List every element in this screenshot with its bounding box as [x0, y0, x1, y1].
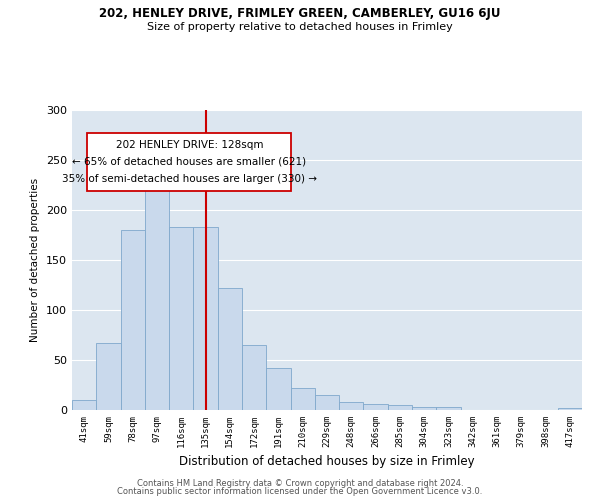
- Text: 202, HENLEY DRIVE, FRIMLEY GREEN, CAMBERLEY, GU16 6JU: 202, HENLEY DRIVE, FRIMLEY GREEN, CAMBER…: [99, 8, 501, 20]
- Bar: [315, 395, 339, 410]
- Bar: [266, 368, 290, 410]
- Bar: [218, 288, 242, 410]
- Bar: [436, 407, 461, 410]
- Bar: [121, 230, 145, 410]
- Text: Size of property relative to detached houses in Frimley: Size of property relative to detached ho…: [147, 22, 453, 32]
- X-axis label: Distribution of detached houses by size in Frimley: Distribution of detached houses by size …: [179, 456, 475, 468]
- Bar: [558, 408, 582, 410]
- Text: Contains HM Land Registry data © Crown copyright and database right 2024.: Contains HM Land Registry data © Crown c…: [137, 478, 463, 488]
- Bar: [72, 400, 96, 410]
- Y-axis label: Number of detached properties: Number of detached properties: [31, 178, 40, 342]
- Text: 35% of semi-detached houses are larger (330) →: 35% of semi-detached houses are larger (…: [62, 174, 317, 184]
- Bar: [242, 345, 266, 410]
- Bar: [193, 227, 218, 410]
- Bar: [290, 388, 315, 410]
- Text: ← 65% of detached houses are smaller (621): ← 65% of detached houses are smaller (62…: [72, 157, 307, 167]
- Bar: [145, 165, 169, 410]
- Bar: [388, 405, 412, 410]
- Bar: [96, 343, 121, 410]
- FancyBboxPatch shape: [88, 132, 292, 191]
- Bar: [364, 404, 388, 410]
- Text: 202 HENLEY DRIVE: 128sqm: 202 HENLEY DRIVE: 128sqm: [116, 140, 263, 150]
- Bar: [169, 227, 193, 410]
- Bar: [412, 407, 436, 410]
- Text: Contains public sector information licensed under the Open Government Licence v3: Contains public sector information licen…: [118, 487, 482, 496]
- Bar: [339, 402, 364, 410]
